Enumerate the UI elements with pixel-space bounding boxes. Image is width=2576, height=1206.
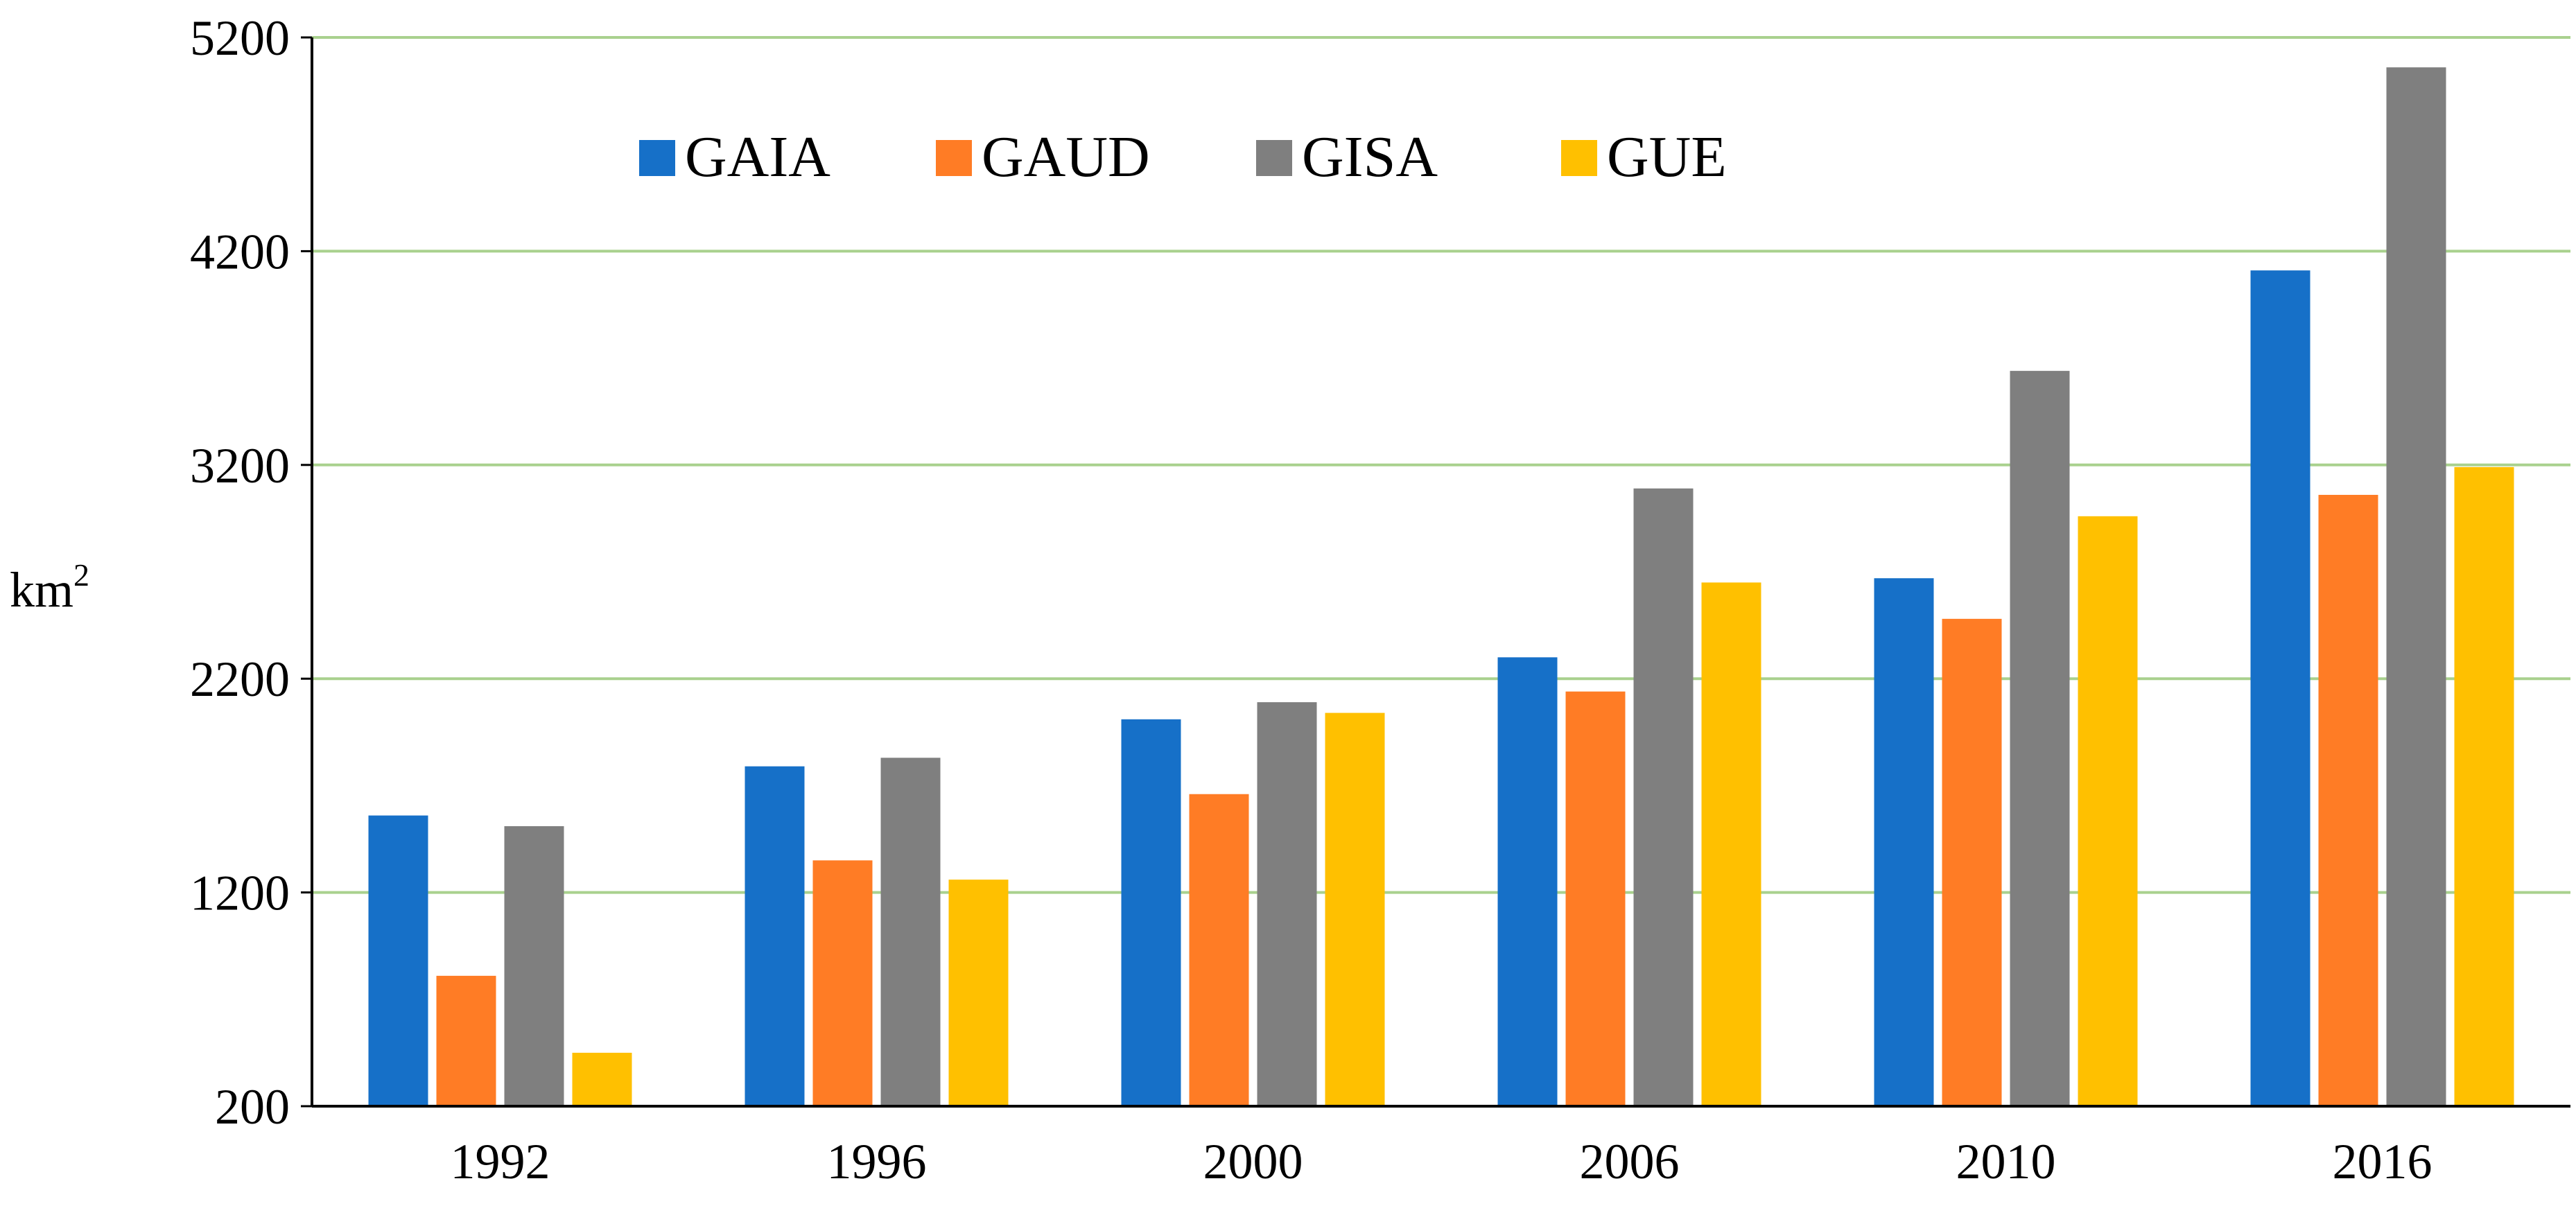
legend-swatch-gue	[1561, 140, 1597, 176]
legend-label-gisa: GISA	[1302, 125, 1438, 189]
x-category-label-1996: 1996	[827, 1134, 927, 1189]
y-tick-label-3200: 3200	[190, 438, 290, 493]
legend-swatch-gaia	[639, 140, 675, 176]
x-category-label-2010: 2010	[1956, 1134, 2056, 1189]
y-tick-label-4200: 4200	[190, 224, 290, 279]
bar-gisa-2006	[1633, 488, 1694, 1106]
legend-label-gaud: GAUD	[982, 125, 1150, 189]
bar-gaia-2006	[1497, 657, 1558, 1106]
y-axis-title: km2	[10, 557, 89, 618]
legend-label-gaia: GAIA	[685, 125, 830, 189]
x-category-label-2000: 2000	[1203, 1134, 1303, 1189]
bars	[368, 67, 2514, 1106]
legend-swatch-gisa	[1256, 140, 1292, 176]
y-tick-label-1200: 1200	[190, 866, 290, 921]
bar-gue-2006	[1701, 582, 1761, 1106]
bar-gaia-2000	[1121, 719, 1181, 1106]
bar-gue-2000	[1325, 713, 1385, 1106]
y-tick-label-5200: 5200	[190, 10, 290, 66]
bar-gue-2016	[2454, 466, 2514, 1106]
bar-gisa-1996	[880, 758, 941, 1106]
legend-swatch-gaud	[936, 140, 972, 176]
bar-gaud-2000	[1189, 794, 1249, 1106]
bar-gue-1992	[572, 1052, 632, 1106]
bar-gisa-2010	[2010, 371, 2070, 1106]
bar-gaud-1996	[812, 860, 873, 1106]
bar-gaud-2010	[1942, 618, 2002, 1106]
bar-gaia-2016	[2250, 270, 2310, 1106]
legend: GAIA GAUD GISA GUE	[639, 125, 1727, 189]
bar-gaia-1996	[745, 766, 805, 1106]
bar-gue-2010	[2078, 516, 2138, 1106]
y-tick-label-2200: 2200	[190, 652, 290, 707]
bar-gaud-1992	[436, 975, 496, 1106]
y-tick-label-200: 200	[215, 1079, 290, 1135]
y-axis-title-superscript: 2	[73, 557, 89, 593]
bar-gaud-2006	[1565, 691, 1626, 1106]
bar-gue-1996	[948, 880, 1009, 1106]
y-axis-title-main: km	[10, 562, 73, 618]
x-category-label-1992: 1992	[451, 1134, 550, 1189]
bar-gisa-2000	[1257, 702, 1317, 1106]
y-tick-labels: 200 1200 2200 3200 4200 5200	[190, 10, 312, 1135]
x-category-label-2006: 2006	[1580, 1134, 1680, 1189]
bar-gisa-2016	[2386, 67, 2446, 1106]
bar-gisa-1992	[504, 825, 564, 1106]
x-category-label-2016: 2016	[2333, 1134, 2433, 1189]
x-category-labels: 1992 1996 2000 2006 2010 2016	[451, 1134, 2433, 1189]
legend-label-gue: GUE	[1607, 125, 1727, 189]
gridlines	[312, 36, 2570, 894]
bar-gaud-2016	[2318, 494, 2378, 1106]
axes	[311, 37, 2570, 1108]
bar-gaia-2010	[1874, 578, 1934, 1106]
bar-gaia-1992	[368, 815, 428, 1106]
